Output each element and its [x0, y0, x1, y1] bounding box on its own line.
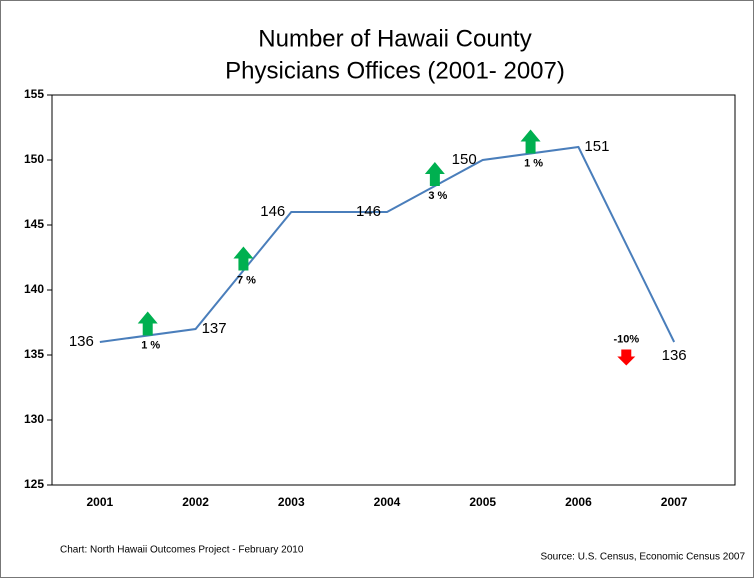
x-tick-label: 2007 — [661, 495, 688, 509]
y-tick-label: 155 — [24, 87, 44, 101]
data-label: 150 — [452, 151, 477, 168]
y-tick-label: 125 — [24, 477, 44, 491]
y-tick-label: 135 — [24, 347, 44, 361]
x-tick-label: 2003 — [278, 495, 305, 509]
data-label: 137 — [202, 320, 227, 337]
change-label: -10% — [613, 333, 639, 345]
data-label: 146 — [260, 203, 285, 220]
x-tick-label: 2006 — [565, 495, 592, 509]
change-label: 1 % — [524, 157, 543, 169]
change-label: 7 % — [237, 274, 256, 286]
y-tick-label: 140 — [24, 282, 44, 296]
change-label: 1 % — [141, 339, 160, 351]
data-label: 151 — [584, 138, 609, 155]
up-arrow — [520, 129, 541, 154]
down-arrow — [617, 349, 636, 366]
source-note: Source: U.S. Census, Economic Census 200… — [540, 552, 745, 563]
y-tick-label: 130 — [24, 412, 44, 426]
data-label: 136 — [69, 333, 94, 350]
y-tick-label: 145 — [24, 217, 44, 231]
data-label: 146 — [356, 203, 381, 220]
line-series — [99, 145, 676, 343]
chart-note: Chart: North Hawaii Outcomes Project - F… — [60, 545, 304, 556]
up-arrow — [233, 246, 254, 271]
chart-title: Number of Hawaii County — [258, 25, 531, 52]
x-tick-label: 2002 — [182, 495, 209, 509]
up-arrow — [137, 311, 158, 336]
data-label: 136 — [662, 347, 687, 364]
x-tick-label: 2001 — [87, 495, 114, 509]
change-label: 3 % — [428, 190, 447, 202]
x-tick-label: 2005 — [469, 495, 496, 509]
y-tick-label: 150 — [24, 152, 44, 166]
up-arrow — [424, 162, 445, 186]
x-tick-label: 2004 — [374, 495, 401, 509]
chart-title: Physicians Offices (2001- 2007) — [225, 57, 565, 84]
